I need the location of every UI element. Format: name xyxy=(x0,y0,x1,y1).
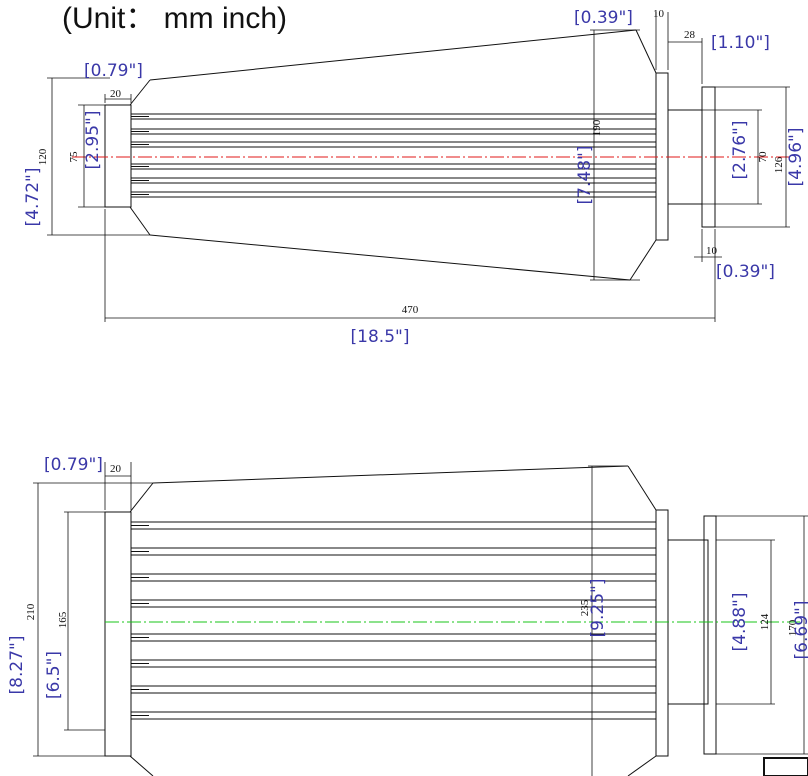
top-end-outer-mm: 126 xyxy=(773,156,785,173)
top-end-outer-inch: [4.96"] xyxy=(786,128,806,187)
top-dimension-lines xyxy=(47,12,790,322)
bottom-body-outline xyxy=(104,465,717,776)
bottom-fin xyxy=(130,633,657,642)
top-end-width-inch: [0.39"] xyxy=(716,262,775,282)
top-fin xyxy=(130,128,657,135)
bottom-fin xyxy=(130,659,657,668)
bottom-end-outer-inch: [6.69"] xyxy=(792,601,808,660)
top-ring-width-mm: 28 xyxy=(684,29,696,41)
bottom-view: 20 [0.79"] 210 [8.27"] 165 [6.5"] 235 [9… xyxy=(7,455,808,776)
bottom-dimension-labels: 20 [0.79"] 210 [8.27"] 165 [6.5"] 235 [9… xyxy=(7,455,808,699)
bottom-flange-width-inch: [0.79"] xyxy=(44,455,103,475)
top-fin xyxy=(130,113,657,120)
bottom-fin xyxy=(130,547,657,556)
bottom-outer-height-mm: 210 xyxy=(25,603,37,620)
top-end-width-mm: 10 xyxy=(706,245,718,257)
top-flange-width-mm: 20 xyxy=(110,88,122,100)
bottom-fin xyxy=(130,521,657,530)
top-flange-inner-mm: 75 xyxy=(68,151,80,163)
bottom-fin xyxy=(130,685,657,694)
top-outer-height-inch: [4.72"] xyxy=(23,168,43,227)
top-body-height-mm: 190 xyxy=(591,119,603,136)
unit-title: (Unit： mm inch) xyxy=(62,2,287,35)
top-outer-height-mm: 120 xyxy=(37,148,49,165)
bottom-body-height-inch: [9.25"] xyxy=(588,579,608,638)
top-body-outline xyxy=(104,29,716,281)
bottom-flange-width-mm: 20 xyxy=(110,463,122,475)
top-flange-inner-inch: [2.95"] xyxy=(83,111,103,170)
bottom-outer-height-inch: [8.27"] xyxy=(7,636,27,695)
top-total-length-mm: 470 xyxy=(402,304,419,316)
top-flange-width-inch: [0.79"] xyxy=(84,61,143,81)
bottom-end-outer-mm: 170 xyxy=(787,619,799,636)
bottom-inner-bore-mm: 124 xyxy=(759,613,771,630)
bottom-inner-bore-inch: [4.88"] xyxy=(730,593,750,652)
top-total-length-inch: [18.5"] xyxy=(351,327,410,347)
bottom-fin xyxy=(130,573,657,582)
bottom-fin xyxy=(130,599,657,608)
bottom-fins xyxy=(130,521,657,720)
bottom-body-height-mm: 235 xyxy=(579,599,591,616)
top-collar-width-inch: [0.39"] xyxy=(574,8,633,28)
top-inner-bore-mm: 70 xyxy=(757,151,769,163)
bottom-dimension-lines xyxy=(33,462,808,776)
top-ring-width-inch: [1.10"] xyxy=(711,33,770,53)
bottom-flange-inner-inch: [6.5"] xyxy=(44,651,64,699)
top-view: 20 [0.79"] 120 [4.72"] 75 [2.95"] 190 [7… xyxy=(23,8,806,347)
bottom-flange-inner-mm: 165 xyxy=(57,611,69,628)
top-collar-width-mm: 10 xyxy=(653,8,665,20)
top-inner-bore-inch: [2.76"] xyxy=(730,121,750,180)
top-dimension-labels: 20 [0.79"] 120 [4.72"] 75 [2.95"] 190 [7… xyxy=(23,8,806,347)
top-fins xyxy=(130,113,657,198)
top-body-height-inch: [7.48"] xyxy=(575,146,595,205)
bottom-fin xyxy=(130,711,657,720)
corner-box xyxy=(763,757,808,776)
